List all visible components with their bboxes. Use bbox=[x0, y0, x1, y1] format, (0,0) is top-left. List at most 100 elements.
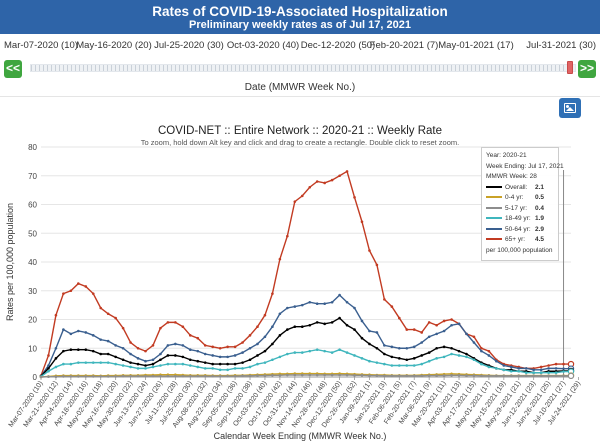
data-point[interactable] bbox=[465, 332, 468, 336]
data-point[interactable] bbox=[554, 362, 558, 366]
data-point[interactable] bbox=[487, 354, 491, 357]
data-point[interactable] bbox=[62, 362, 65, 366]
data-point[interactable] bbox=[457, 354, 461, 357]
data-point[interactable] bbox=[211, 367, 214, 370]
data-point[interactable] bbox=[412, 374, 416, 378]
series-65-yr[interactable] bbox=[39, 170, 575, 377]
data-point[interactable] bbox=[323, 349, 326, 353]
data-point[interactable] bbox=[293, 200, 297, 203]
data-point[interactable] bbox=[84, 375, 88, 378]
data-point[interactable] bbox=[233, 362, 237, 366]
data-point[interactable] bbox=[502, 368, 506, 372]
data-point[interactable] bbox=[233, 354, 237, 357]
data-point[interactable] bbox=[99, 306, 103, 310]
data-point[interactable] bbox=[353, 196, 356, 199]
data-point[interactable] bbox=[263, 313, 267, 317]
data-point[interactable] bbox=[196, 336, 200, 340]
data-point[interactable] bbox=[509, 374, 513, 378]
data-point[interactable] bbox=[480, 349, 483, 353]
data-point[interactable] bbox=[368, 374, 371, 377]
data-point[interactable] bbox=[330, 321, 334, 324]
data-point[interactable] bbox=[300, 325, 304, 328]
data-point[interactable] bbox=[241, 361, 244, 364]
data-point[interactable] bbox=[174, 321, 177, 324]
data-point[interactable] bbox=[308, 323, 312, 327]
data-point[interactable] bbox=[256, 325, 259, 328]
data-point[interactable] bbox=[62, 292, 65, 295]
data-point[interactable] bbox=[211, 354, 214, 357]
data-point[interactable] bbox=[480, 362, 483, 366]
data-point[interactable] bbox=[114, 375, 117, 378]
data-point[interactable] bbox=[203, 344, 207, 347]
data-point[interactable] bbox=[502, 364, 506, 367]
data-point[interactable] bbox=[412, 328, 416, 331]
data-point[interactable] bbox=[293, 351, 297, 354]
data-point[interactable] bbox=[554, 371, 558, 374]
data-point[interactable] bbox=[338, 316, 341, 320]
data-point[interactable] bbox=[69, 375, 73, 378]
data-point[interactable] bbox=[315, 321, 319, 324]
data-point[interactable] bbox=[562, 367, 565, 370]
data-point[interactable] bbox=[383, 374, 386, 378]
data-point[interactable] bbox=[532, 371, 535, 374]
data-point[interactable] bbox=[181, 362, 185, 366]
data-point[interactable] bbox=[91, 334, 95, 337]
data-point[interactable] bbox=[151, 374, 155, 378]
data-point[interactable] bbox=[196, 359, 200, 363]
data-point[interactable] bbox=[398, 357, 401, 360]
data-point[interactable] bbox=[159, 364, 162, 367]
data-point[interactable] bbox=[151, 358, 155, 362]
data-point[interactable] bbox=[136, 346, 140, 350]
data-point[interactable] bbox=[375, 361, 379, 364]
series-line[interactable] bbox=[40, 294, 571, 377]
data-point[interactable] bbox=[323, 181, 326, 185]
data-point[interactable] bbox=[435, 332, 438, 336]
data-point[interactable] bbox=[472, 335, 476, 339]
series-line[interactable] bbox=[40, 317, 571, 377]
data-point[interactable] bbox=[375, 374, 379, 377]
data-point[interactable] bbox=[54, 313, 58, 317]
highlighted-point[interactable] bbox=[567, 372, 575, 380]
data-point[interactable] bbox=[129, 361, 132, 364]
data-point[interactable] bbox=[315, 348, 319, 351]
data-point[interactable] bbox=[248, 334, 252, 337]
data-point[interactable] bbox=[166, 362, 170, 366]
data-point[interactable] bbox=[136, 357, 140, 360]
data-point[interactable] bbox=[263, 361, 267, 364]
data-point[interactable] bbox=[360, 220, 364, 224]
data-point[interactable] bbox=[517, 374, 521, 378]
data-point[interactable] bbox=[405, 364, 409, 367]
data-point[interactable] bbox=[345, 373, 349, 377]
data-point[interactable] bbox=[99, 375, 103, 378]
data-point[interactable] bbox=[271, 325, 274, 328]
data-point[interactable] bbox=[293, 305, 297, 308]
data-point[interactable] bbox=[91, 292, 95, 295]
data-point[interactable] bbox=[188, 374, 192, 378]
data-point[interactable] bbox=[427, 335, 431, 339]
data-point[interactable] bbox=[129, 341, 132, 344]
data-point[interactable] bbox=[77, 348, 80, 351]
data-point[interactable] bbox=[166, 354, 170, 357]
data-point[interactable] bbox=[495, 367, 498, 370]
data-point[interactable] bbox=[360, 336, 364, 340]
timeline-prev-button[interactable]: << bbox=[4, 60, 22, 78]
data-point[interactable] bbox=[159, 358, 162, 362]
data-point[interactable] bbox=[54, 375, 58, 379]
data-point[interactable] bbox=[338, 373, 341, 377]
data-point[interactable] bbox=[129, 374, 132, 378]
data-point[interactable] bbox=[480, 374, 483, 378]
data-point[interactable] bbox=[84, 361, 88, 364]
data-point[interactable] bbox=[532, 368, 535, 372]
data-point[interactable] bbox=[99, 361, 103, 364]
data-point[interactable] bbox=[472, 374, 476, 377]
data-point[interactable] bbox=[114, 316, 117, 320]
data-point[interactable] bbox=[345, 300, 349, 304]
data-point[interactable] bbox=[390, 364, 394, 367]
data-point[interactable] bbox=[69, 332, 73, 336]
data-point[interactable] bbox=[554, 374, 558, 378]
data-point[interactable] bbox=[427, 351, 431, 354]
data-point[interactable] bbox=[181, 344, 185, 347]
timeline-slider-track[interactable] bbox=[30, 64, 576, 72]
data-point[interactable] bbox=[188, 364, 192, 367]
data-point[interactable] bbox=[129, 365, 132, 369]
